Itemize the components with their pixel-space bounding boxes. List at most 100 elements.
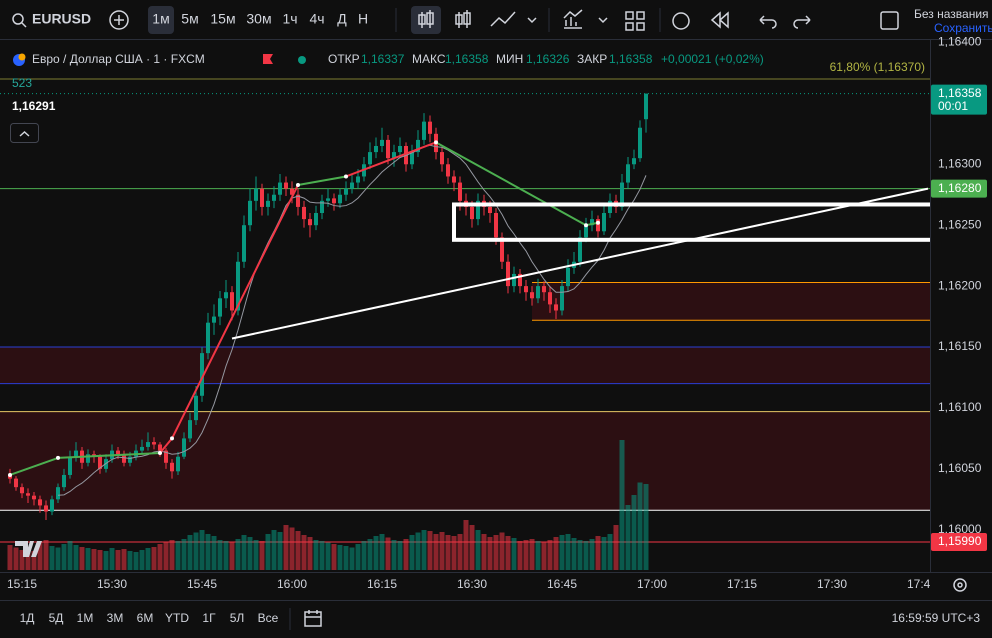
range-button[interactable]: 1Д [20, 611, 35, 625]
range-button[interactable]: 3М [107, 611, 124, 625]
candle-body [554, 304, 558, 311]
zigzag-segment [345, 141, 437, 178]
search-icon[interactable] [12, 13, 24, 25]
y-tick-label: 1,16050 [938, 461, 982, 475]
candle-body [422, 121, 426, 140]
candle-body [536, 286, 540, 299]
replay-icon[interactable] [710, 11, 729, 29]
range-button[interactable]: 5Л [230, 611, 245, 625]
candle-body [548, 292, 552, 305]
legend: Евро / Доллар США · 1 · FXCM ОТКР 1,1633… [10, 52, 925, 143]
range-button[interactable]: 6М [137, 611, 154, 625]
candle-body [488, 206, 492, 214]
interval[interactable]: 1м [152, 11, 169, 27]
candle-body [644, 93, 648, 120]
candle-body [446, 164, 450, 177]
symbol[interactable]: EURUSD [32, 11, 91, 27]
candle-body [620, 182, 624, 207]
volume-bar [427, 531, 433, 570]
range-button[interactable]: 1Г [202, 611, 216, 625]
layout-checkbox[interactable] [880, 11, 899, 30]
add-symbol[interactable] [109, 10, 129, 30]
date-range-icon[interactable] [304, 610, 322, 627]
candle-body [626, 164, 630, 183]
zigzag-point [434, 140, 438, 145]
zigzag-segment [9, 456, 59, 476]
volume-bar [589, 539, 595, 570]
price-badge-timer: 00:01 [938, 99, 968, 113]
open-value: 1,16337 [361, 52, 405, 66]
save-button[interactable]: Сохранить [934, 21, 992, 35]
interval[interactable]: 30м [246, 11, 271, 27]
layouts-icon[interactable] [625, 11, 645, 31]
alert-icon[interactable] [672, 12, 690, 30]
candle-body [524, 286, 528, 293]
indicators-icon[interactable] [563, 9, 583, 29]
zigzag-segment [171, 184, 299, 439]
undo[interactable] [759, 15, 777, 29]
volume-bar [511, 538, 517, 570]
volume-bar [19, 550, 25, 570]
volume-bar [421, 530, 427, 570]
range-button[interactable]: Все [258, 611, 279, 625]
candle-body [122, 454, 126, 463]
volume-bar [229, 542, 235, 570]
volume-value: 523 [12, 76, 32, 90]
volume-bar [493, 535, 499, 570]
volume-bar [361, 541, 367, 570]
zigzag-point [8, 472, 12, 477]
volume-bar [637, 482, 643, 570]
candle-body [188, 420, 192, 439]
interval[interactable]: 4ч [309, 11, 324, 27]
interval[interactable]: 15м [210, 11, 235, 27]
candle-body [140, 446, 144, 451]
volume-bar [577, 540, 583, 570]
settings-icon[interactable] [953, 578, 967, 592]
chart-type-selected[interactable] [411, 6, 441, 34]
instrument-name[interactable]: Евро / Доллар США · 1 · FXCM [32, 52, 205, 66]
range-button[interactable]: 1М [77, 611, 94, 625]
range-button[interactable]: 5Д [49, 611, 64, 625]
zigzag-point [344, 174, 348, 179]
candle-body [272, 194, 276, 201]
redo[interactable] [793, 15, 811, 29]
volume-bar [583, 541, 589, 570]
high-label: МАКС [412, 52, 446, 66]
candle-body [332, 198, 336, 204]
volume-bar [535, 541, 541, 570]
bars-icon[interactable] [455, 10, 471, 28]
interval[interactable]: Н [358, 11, 368, 27]
dropdown[interactable] [527, 17, 537, 24]
candle-body [260, 188, 264, 207]
change-value: +0,00021 (+0,02%) [661, 52, 764, 66]
toolbar: EURUSD 1м 5м 15м 30м 1ч 4ч Д Н Без назва… [12, 6, 992, 35]
candle-body [278, 182, 282, 195]
line-icon[interactable] [490, 11, 516, 27]
candle-body [602, 213, 606, 232]
dropdown[interactable] [598, 17, 608, 24]
interval[interactable]: 5м [181, 11, 198, 27]
candle-body [236, 261, 240, 311]
zigzag-point [56, 455, 60, 460]
x-tick-label: 16:45 [547, 577, 577, 591]
volume-bar [145, 548, 151, 570]
price-badge [931, 532, 987, 551]
volume-bar [283, 525, 289, 570]
volume-bar [601, 537, 607, 570]
volume-bar [61, 544, 67, 570]
collapse-icon [19, 130, 30, 137]
volume-bar [607, 534, 613, 570]
status-dot [298, 56, 306, 64]
volume-bar [475, 530, 481, 570]
candle-body [632, 158, 636, 165]
price-badge-label: 1,16280 [938, 181, 982, 195]
layout-name[interactable]: Без названия [914, 7, 989, 21]
candle-body [506, 261, 510, 287]
volume-bar [115, 550, 121, 570]
interval[interactable]: Д [337, 11, 347, 27]
volume-bar [139, 550, 145, 570]
range-button[interactable]: YTD [165, 611, 189, 625]
interval[interactable]: 1ч [282, 11, 297, 27]
candle-body [518, 273, 522, 287]
